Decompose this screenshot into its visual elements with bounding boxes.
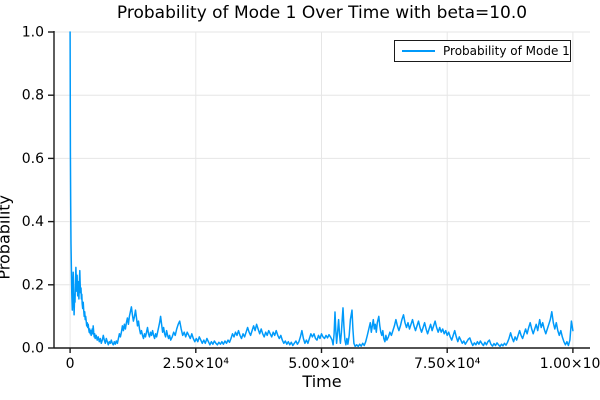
x-axis-label: Time (302, 372, 342, 391)
y-tick-label: 0.0 (22, 341, 44, 357)
x-tick-label: 7.50×10⁴ (414, 356, 481, 372)
x-tick-label: 1.00×10⁵ (540, 356, 600, 372)
chart-title: Probability of Mode 1 Over Time with bet… (116, 3, 528, 23)
y-tick-label: 0.8 (22, 88, 44, 104)
series-line-probability-mode-1 (69, 31, 574, 348)
legend-line-sample (402, 50, 435, 52)
y-tick-label: 1.0 (22, 25, 44, 41)
x-tick-label: 2.50×10⁴ (163, 356, 230, 372)
y-tick-label: 0.6 (22, 151, 44, 167)
legend-label: Probability of Mode 1 (443, 44, 570, 58)
y-tick-label: 0.4 (22, 214, 44, 230)
x-tick-label: 0 (66, 356, 75, 372)
y-tick-label: 0.2 (22, 277, 44, 293)
legend: Probability of Mode 1 (394, 40, 571, 62)
x-tick-label: 5.00×10⁴ (288, 356, 355, 372)
y-axis-label-text: Probability (0, 194, 13, 280)
